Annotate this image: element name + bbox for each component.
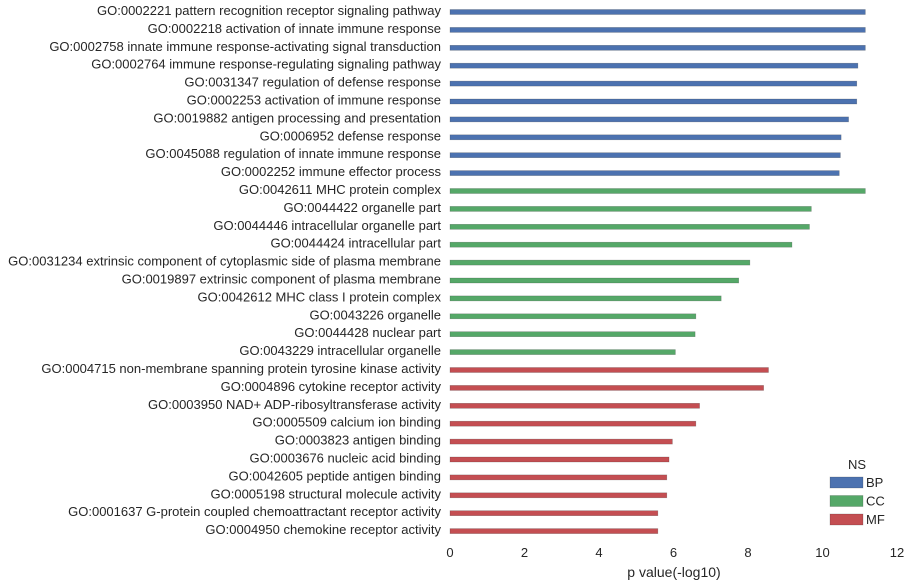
x-tick-label: 6 — [670, 545, 677, 560]
y-tick-label: GO:0043229 intracellular organelle — [239, 343, 441, 358]
bar-mf — [449, 492, 668, 499]
y-tick-label: GO:0003950 NAD+ ADP-ribosyltransferase a… — [148, 397, 441, 412]
legend-label-bp: BP — [866, 475, 883, 490]
bar-mf — [449, 456, 670, 463]
y-tick-label: GO:0002218 activation of innate immune r… — [148, 21, 441, 36]
legend: NS BP CC MF — [829, 457, 885, 527]
bar-bp — [449, 98, 858, 105]
y-tick-label: GO:0003676 nucleic acid binding — [249, 451, 441, 466]
bar-cc — [449, 277, 739, 284]
y-tick-label: GO:0043226 organelle — [309, 307, 441, 322]
legend-title: NS — [848, 457, 866, 472]
bars-layer — [449, 9, 866, 534]
bar-mf — [449, 385, 764, 391]
bar-bp — [449, 116, 849, 123]
y-tick-label: GO:0045088 regulation of innate immune r… — [145, 146, 441, 161]
y-tick-label: GO:0002764 immune response-regulating si… — [91, 57, 441, 72]
bar-mf — [449, 528, 659, 534]
bar-mf — [449, 510, 659, 517]
bar-bp — [449, 152, 841, 158]
x-tick-label: 12 — [890, 545, 904, 560]
y-axis-labels: GO:0002221 pattern recognition receptor … — [8, 3, 441, 537]
y-tick-label: GO:0044446 intracellular organelle part — [213, 218, 441, 233]
y-tick-label: GO:0002252 immune effector process — [221, 164, 442, 179]
y-tick-label: GO:0002221 pattern recognition receptor … — [97, 3, 441, 18]
bar-cc — [449, 241, 793, 248]
y-tick-label: GO:0005198 structural molecule activity — [211, 486, 442, 501]
y-tick-label: GO:0005509 calcium ion binding — [252, 415, 441, 430]
bar-bp — [449, 80, 858, 87]
bar-cc — [449, 206, 812, 212]
bar-bp — [449, 170, 840, 176]
y-tick-label: GO:0003823 antigen binding — [275, 433, 441, 448]
x-tick-label: 4 — [595, 545, 602, 560]
bar-bp — [449, 9, 866, 15]
y-tick-label: GO:0031234 extrinsic component of cytopl… — [8, 254, 441, 269]
y-tick-label: GO:0001637 G-protein coupled chemoattrac… — [68, 504, 441, 519]
y-tick-label: GO:0042612 MHC class I protein complex — [198, 289, 442, 304]
bar-bp — [449, 27, 866, 33]
legend-swatch-mf — [829, 513, 864, 526]
bar-cc — [449, 349, 676, 355]
legend-swatch-cc — [829, 495, 864, 507]
x-axis-label: p value(-log10) — [627, 564, 720, 580]
y-tick-label: GO:0002758 innate immune response-activa… — [49, 39, 441, 54]
y-tick-label: GO:0004715 non-membrane spanning protein… — [41, 361, 441, 376]
bar-bp — [449, 134, 842, 141]
y-tick-label: GO:0006952 defense response — [260, 128, 441, 143]
bar-cc — [449, 295, 722, 302]
bar-cc — [449, 331, 696, 338]
bar-mf — [449, 474, 668, 481]
x-tick-label: 0 — [446, 545, 453, 560]
bar-bp — [449, 62, 859, 69]
bar-mf — [449, 420, 697, 427]
y-tick-label: GO:0031347 regulation of defense respons… — [184, 75, 441, 90]
x-axis-ticks: 0 2 4 6 8 10 12 — [446, 545, 904, 560]
bar-bp — [449, 44, 866, 51]
bar-mf — [449, 367, 769, 373]
y-tick-label: GO:0042611 MHC protein complex — [239, 182, 442, 197]
y-tick-label: GO:0019897 extrinsic component of plasma… — [122, 272, 441, 287]
x-tick-label: 10 — [815, 545, 829, 560]
legend-swatch-bp — [829, 476, 864, 489]
x-tick-label: 8 — [744, 545, 751, 560]
bar-mf — [449, 438, 673, 445]
y-tick-label: GO:0004896 cytokine receptor activity — [221, 379, 442, 394]
x-tick-label: 2 — [521, 545, 528, 560]
y-tick-label: GO:0044422 organelle part — [283, 200, 441, 215]
legend-label-cc: CC — [866, 494, 885, 509]
legend-label-mf: MF — [866, 512, 885, 527]
y-tick-label: GO:0044428 nuclear part — [294, 325, 441, 340]
bar-cc — [449, 259, 751, 266]
y-tick-label: GO:0019882 antigen processing and presen… — [153, 110, 441, 125]
y-tick-label: GO:0004950 chemokine receptor activity — [205, 522, 441, 537]
y-tick-label: GO:0044424 intracellular part — [270, 236, 441, 251]
y-tick-label: GO:0042605 peptide antigen binding — [228, 468, 441, 483]
bar-cc — [449, 224, 810, 230]
bar-mf — [449, 402, 700, 409]
bar-cc — [449, 188, 866, 194]
y-tick-label: GO:0002253 activation of immune response — [187, 93, 441, 108]
bar-cc — [449, 313, 697, 320]
